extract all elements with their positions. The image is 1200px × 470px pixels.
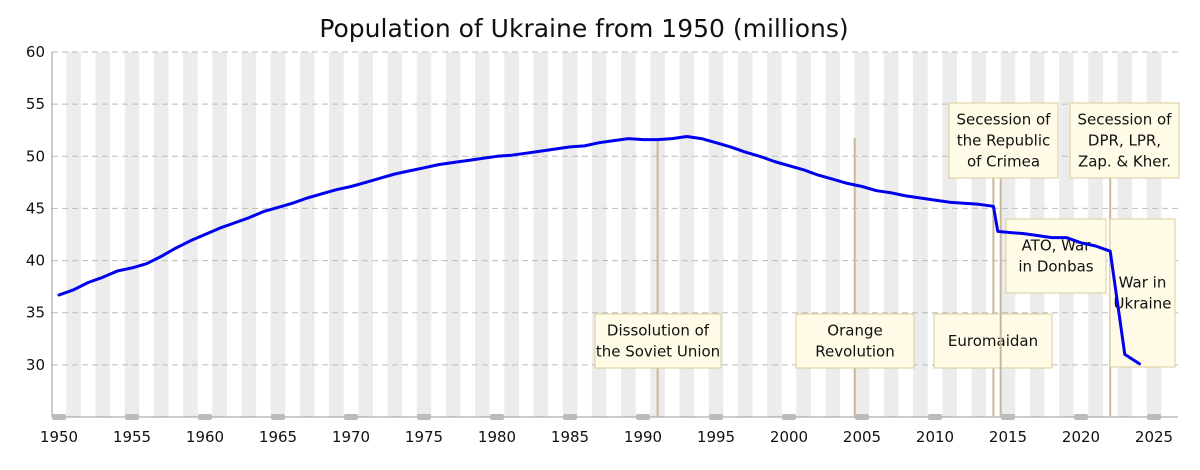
annotation: Dissolution of the Soviet Union [594,138,722,417]
year-band [445,52,461,417]
x-tick-label: 1965 [259,428,297,446]
y-tick-label: 50 [26,147,45,165]
annotation-label: ATO, War [1022,237,1092,255]
year-band [153,52,169,417]
annotation: Secession of the Republic of Crimea [948,102,1059,417]
x-tick-mark [125,414,139,420]
x-tick-labels: 1950 1955 1960 1965 1970 1975 1980 1985 1990 1995… [40,414,1173,446]
year-band [737,52,753,417]
annotation: Orange Revolution [795,138,915,417]
x-tick-label: 1975 [405,428,443,446]
x-tick-mark [636,414,650,420]
population-line [57,135,1141,366]
population-series [57,135,1141,366]
x-tick-label: 1980 [478,428,516,446]
annotation-label: in Donbas [1018,258,1093,276]
y-tick-label: 35 [26,304,45,322]
year-band [416,52,432,417]
year-band [329,52,344,417]
year-band [533,52,549,417]
year-band [241,52,257,417]
annotation-label: Dissolution of [607,322,710,340]
y-tick-label: 60 [26,43,45,61]
annotation-label: Secession of [1078,111,1173,129]
x-tick-label: 2015 [989,428,1027,446]
annotation: Secession of DPR, LPR, Zap. & Kher. [1069,102,1180,417]
annotation-box [948,102,1059,179]
annotation: ATO, War in Donbas [1005,218,1107,294]
x-tick-mark [490,414,504,420]
x-tick-label: 1950 [40,428,78,446]
annotation-label: Secession of [957,111,1052,129]
annotation-label: Ukraine [1114,295,1172,313]
year-band [913,52,928,417]
annotation-box [1109,218,1176,368]
x-tick-mark [855,414,869,420]
year-band [183,52,198,417]
x-tick-label: 1985 [551,428,589,446]
annotation-label: Revolution [815,343,894,361]
x-tick-label: 1960 [186,428,224,446]
x-tick-mark [417,414,431,420]
x-tick-label: 1990 [624,428,662,446]
x-tick-mark [52,414,66,420]
x-tick-label: 2005 [843,428,881,446]
year-band [95,52,111,417]
event-annotations: Dissolution of the Soviet Union Orange Revo… [594,102,1180,417]
x-tick-mark [198,414,212,420]
x-tick-mark [709,414,723,420]
x-tick-mark [1001,414,1015,420]
annotation-label: Zap. & Kher. [1078,153,1171,171]
y-tick-label: 55 [26,95,45,113]
x-tick-mark [1074,414,1088,420]
annotation-label: the Republic [957,132,1051,150]
y-tick-label: 45 [26,199,45,217]
x-tick-label: 2000 [770,428,808,446]
year-band [387,52,403,417]
annotation-box [1069,102,1180,179]
annotation: Euromaidan [933,138,1053,417]
annotation-box [1005,218,1107,294]
annotation-box [594,313,722,369]
x-tick-label: 1995 [697,428,735,446]
x-tick-mark [1147,414,1161,420]
year-band [504,52,519,417]
year-band [475,52,490,417]
year-band [562,52,578,417]
x-tick-mark [928,414,942,420]
annotation-label: Euromaidan [948,332,1038,350]
year-band [358,52,373,417]
x-tick-label: 1970 [332,428,370,446]
annotation-box [933,313,1053,369]
annotation: War in Ukraine [1109,218,1176,368]
y-tick-labels: 30 35 40 45 50 55 60 [26,43,45,374]
annotation-label: War in [1119,274,1167,292]
x-tick-label: 1955 [113,428,151,446]
x-tick-mark [782,414,796,420]
x-tick-label: 2020 [1062,428,1100,446]
x-tick-mark [563,414,577,420]
year-band [299,52,315,417]
year-band [767,52,782,417]
x-tick-label: 2010 [916,428,954,446]
annotation-label: the Soviet Union [596,343,720,361]
y-tick-label: 30 [26,356,45,374]
year-band [270,52,286,417]
axes [51,52,1178,418]
year-band [66,52,81,417]
annotation-box [795,313,915,369]
annotation-label: Orange [827,322,882,340]
x-tick-label: 2025 [1135,428,1173,446]
x-tick-mark [271,414,285,420]
year-band [124,52,140,417]
chart-title: Population of Ukraine from 1950 (million… [319,14,848,43]
annotation-label: DPR, LPR, [1088,132,1161,150]
annotation-label: of Crimea [967,153,1040,171]
y-tick-label: 40 [26,252,45,270]
x-tick-mark [344,414,358,420]
year-band [212,52,227,417]
